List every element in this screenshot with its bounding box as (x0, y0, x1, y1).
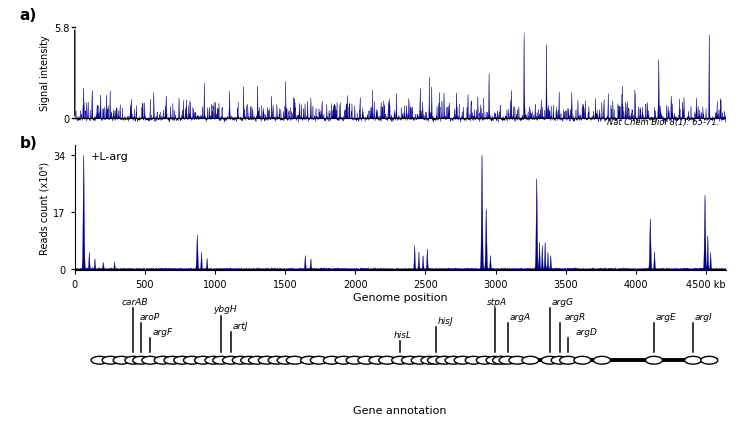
Ellipse shape (392, 356, 408, 364)
Ellipse shape (222, 356, 239, 364)
Ellipse shape (369, 356, 386, 364)
Text: hisJ: hisJ (438, 316, 453, 325)
Ellipse shape (278, 356, 294, 364)
Ellipse shape (358, 356, 375, 364)
Ellipse shape (701, 356, 718, 364)
Text: argE: argE (655, 312, 676, 322)
Y-axis label: Signal intensity: Signal intensity (40, 35, 50, 111)
Ellipse shape (310, 356, 328, 364)
Ellipse shape (164, 356, 181, 364)
Ellipse shape (421, 356, 438, 364)
Ellipse shape (378, 356, 396, 364)
Text: hisL: hisL (393, 330, 411, 339)
Ellipse shape (258, 356, 275, 364)
Ellipse shape (465, 356, 482, 364)
Ellipse shape (301, 356, 318, 364)
Text: artJ: artJ (233, 322, 248, 330)
Text: ybgH: ybgH (213, 305, 237, 314)
Text: Gene annotation: Gene annotation (353, 405, 447, 415)
Ellipse shape (113, 356, 130, 364)
Ellipse shape (522, 356, 539, 364)
Text: aroP: aroP (139, 312, 159, 322)
Ellipse shape (183, 356, 200, 364)
Ellipse shape (233, 356, 249, 364)
Ellipse shape (574, 356, 591, 364)
Ellipse shape (493, 356, 509, 364)
Ellipse shape (454, 356, 471, 364)
Y-axis label: Reads count (x10⁴): Reads count (x10⁴) (39, 162, 49, 255)
Ellipse shape (132, 356, 150, 364)
Ellipse shape (593, 356, 610, 364)
Ellipse shape (91, 356, 108, 364)
Ellipse shape (542, 356, 558, 364)
Ellipse shape (445, 356, 462, 364)
Text: argF: argF (153, 327, 172, 336)
Text: stpA: stpA (487, 297, 507, 306)
Ellipse shape (102, 356, 119, 364)
Text: argA: argA (509, 312, 530, 322)
Ellipse shape (346, 356, 363, 364)
Text: argD: argD (576, 327, 598, 336)
Ellipse shape (509, 356, 526, 364)
Text: b): b) (19, 136, 37, 151)
Ellipse shape (205, 356, 222, 364)
X-axis label: Genome position: Genome position (353, 293, 447, 302)
Ellipse shape (212, 356, 230, 364)
Text: +L-arg: +L-arg (91, 152, 129, 162)
Text: argG: argG (552, 297, 574, 306)
Text: argI: argI (694, 312, 712, 322)
Ellipse shape (476, 356, 493, 364)
Ellipse shape (560, 356, 577, 364)
Ellipse shape (436, 356, 453, 364)
Ellipse shape (684, 356, 702, 364)
Ellipse shape (499, 356, 516, 364)
Ellipse shape (486, 356, 503, 364)
Ellipse shape (125, 356, 142, 364)
Ellipse shape (402, 356, 418, 364)
Ellipse shape (428, 356, 444, 364)
Ellipse shape (174, 356, 191, 364)
Ellipse shape (248, 356, 266, 364)
Text: a): a) (19, 9, 37, 23)
Ellipse shape (286, 356, 303, 364)
Text: carAB: carAB (122, 297, 148, 306)
Ellipse shape (154, 356, 171, 364)
Ellipse shape (241, 356, 257, 364)
Ellipse shape (194, 356, 212, 364)
Ellipse shape (551, 356, 568, 364)
Ellipse shape (646, 356, 663, 364)
Ellipse shape (411, 356, 428, 364)
Ellipse shape (335, 356, 352, 364)
Text: Nat Chem Biol 8(1): 65-71.: Nat Chem Biol 8(1): 65-71. (607, 117, 719, 126)
Ellipse shape (323, 356, 340, 364)
Text: argR: argR (565, 312, 586, 322)
Ellipse shape (142, 356, 159, 364)
Ellipse shape (268, 356, 285, 364)
